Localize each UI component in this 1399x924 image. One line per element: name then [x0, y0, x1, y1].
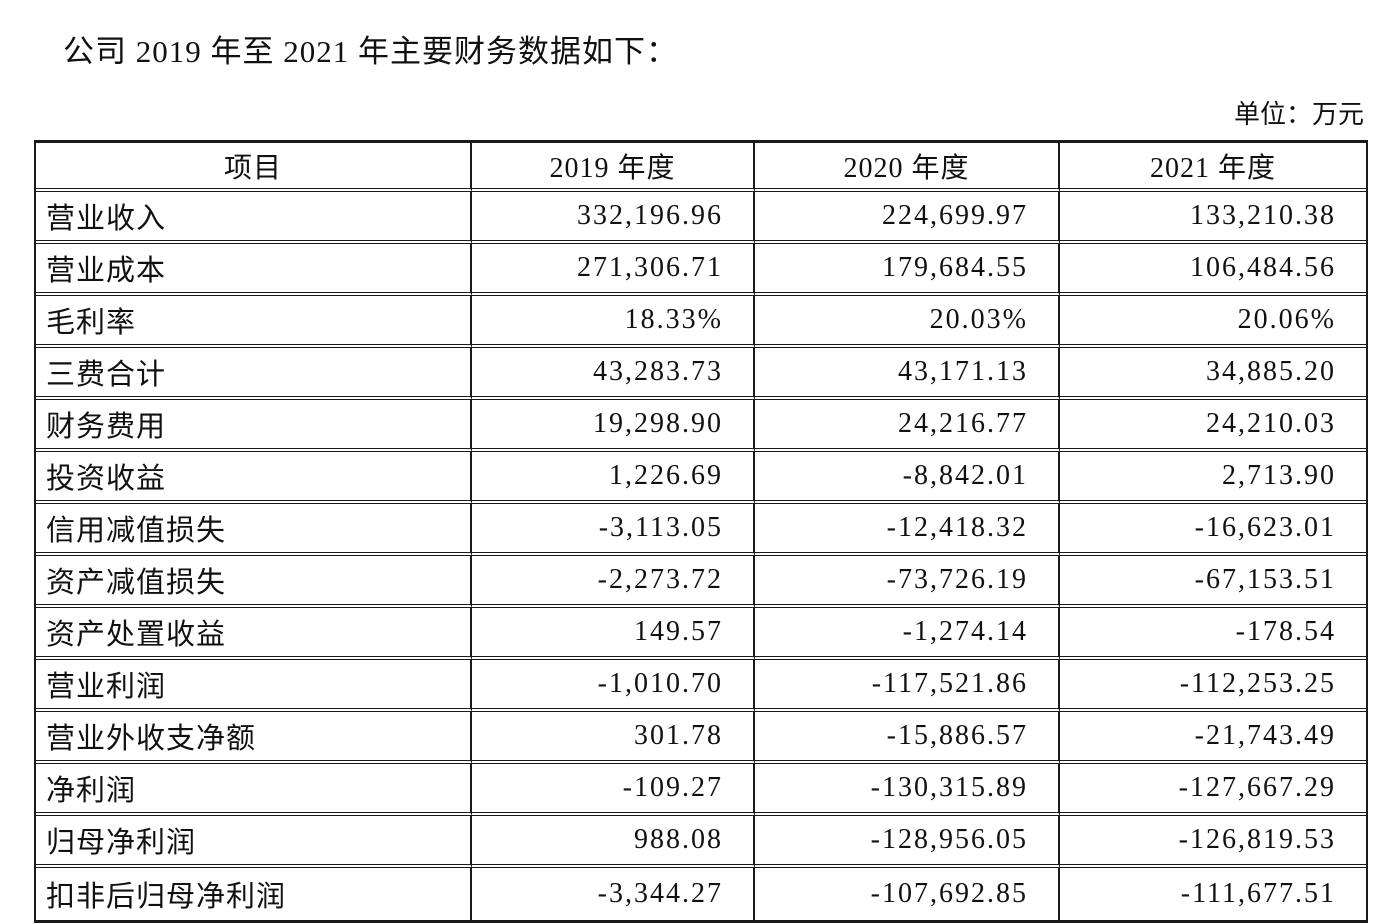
row-value-cell: 1,226.69 [472, 452, 755, 504]
table-body: 营业收入 332,196.96 224,699.97 133,210.38 营业成本 27… [36, 192, 1366, 920]
row-value-cell: -109.27 [472, 764, 755, 816]
row-value-cell: 301.78 [472, 712, 755, 764]
row-value-cell: -127,667.29 [1060, 764, 1366, 816]
row-item-label: 营业成本 [36, 244, 472, 296]
unit-label: 单位：万元 [1233, 100, 1364, 129]
column-header-2020: 2020 年度 [755, 143, 1060, 192]
row-item-label: 扣非后归母净利润 [36, 868, 472, 920]
row-value-cell: -15,886.57 [755, 712, 1060, 764]
row-item-label: 营业外收支净额 [36, 712, 472, 764]
row-value-cell: -117,521.86 [755, 660, 1060, 712]
row-value-cell: 34,885.20 [1060, 348, 1366, 400]
row-item-label: 信用减值损失 [36, 504, 472, 556]
row-value-cell: 43,283.73 [472, 348, 755, 400]
row-item-label: 三费合计 [36, 348, 472, 400]
row-value-cell: -107,692.85 [755, 868, 1060, 920]
column-header-2019: 2019 年度 [472, 143, 755, 192]
row-value-cell: -111,677.51 [1180, 878, 1336, 909]
row-value-cell: 106,484.56 [1060, 244, 1366, 296]
row-item-label: 营业利润 [36, 660, 472, 712]
row-item-label: 归母净利润 [36, 816, 472, 868]
row-value-cell: 19,298.90 [472, 400, 755, 452]
table-row: 归母净利润 988.08 -128,956.05 -126,819.53 [36, 816, 1366, 868]
row-value-cell: -67,153.51 [1060, 556, 1366, 608]
row-value-cell: 332,196.96 [472, 192, 755, 244]
row-value-cell: -130,315.89 [755, 764, 1060, 816]
row-value-cell: 271,306.71 [472, 244, 755, 296]
page-title: 公司 2019 年至 2021 年主要财务数据如下： [63, 34, 678, 69]
row-value-cell: -8,842.01 [755, 452, 1060, 504]
financial-data-table: 项目 2019 年度 2020 年度 2021 年度 营业收入 332,196.9… [34, 140, 1368, 923]
row-value-cell: 133,210.38 [1060, 192, 1366, 244]
table-row: 毛利率 18.33% 20.03% 20.06% [36, 296, 1366, 348]
row-value-cell: -3,113.05 [472, 504, 755, 556]
row-value-cell: 24,210.03 [1060, 400, 1366, 452]
row-value-cell: -178.54 [1060, 608, 1366, 660]
row-value-cell: -16,623.01 [1060, 504, 1366, 556]
row-value-cell: 43,171.13 [755, 348, 1060, 400]
row-value-cell: 988.08 [472, 816, 755, 868]
column-header-item: 项目 [36, 143, 472, 192]
table-row: 扣非后归母净利润 -3,344.27 -107,692.85 -111,677.51 [36, 868, 1366, 920]
row-item-label: 资产减值损失 [36, 556, 472, 608]
row-value-cell: -12,418.32 [755, 504, 1060, 556]
row-value-cell: 224,699.97 [755, 192, 1060, 244]
row-value-cell: 149.57 [472, 608, 755, 660]
row-item-label: 净利润 [36, 764, 472, 816]
table-row: 信用减值损失 -3,113.05 -12,418.32 -16,623.01 [36, 504, 1366, 556]
row-value-cell: 2,713.90 [1060, 452, 1366, 504]
row-value-cell: -1,274.14 [755, 608, 1060, 660]
row-item-label: 投资收益 [36, 452, 472, 504]
row-value-cell: 179,684.55 [755, 244, 1060, 296]
row-value-cell: 24,216.77 [755, 400, 1060, 452]
row-value-cell: -3,344.27 [472, 868, 755, 920]
table-row: 投资收益 1,226.69 -8,842.01 2,713.90 [36, 452, 1366, 504]
row-value-cell: -21,743.49 [1060, 712, 1366, 764]
row-value-cell: 20.06% [1060, 296, 1366, 348]
row-value-cell: -73,726.19 [755, 556, 1060, 608]
table-row: 三费合计 43,283.73 43,171.13 34,885.20 [36, 348, 1366, 400]
table-row: 营业利润 -1,010.70 -117,521.86 -112,253.25 [36, 660, 1366, 712]
table-header: 项目 2019 年度 2020 年度 2021 年度 [36, 143, 1366, 192]
table-row: 营业收入 332,196.96 224,699.97 133,210.38 [36, 192, 1366, 244]
row-value-cell: 20.03% [755, 296, 1060, 348]
row-value-cell: -112,253.25 [1060, 660, 1366, 712]
row-value-cell: -1,010.70 [472, 660, 755, 712]
row-item-label: 毛利率 [36, 296, 472, 348]
table-row: 财务费用 19,298.90 24,216.77 24,210.03 [36, 400, 1366, 452]
table-row: 净利润 -109.27 -130,315.89 -127,667.29 [36, 764, 1366, 816]
table-row: 资产减值损失 -2,273.72 -73,726.19 -67,153.51 [36, 556, 1366, 608]
table-row: 营业外收支净额 301.78 -15,886.57 -21,743.49 [36, 712, 1366, 764]
table-row: 资产处置收益 149.57 -1,274.14 -178.54 [36, 608, 1366, 660]
row-value-cell: -128,956.05 [755, 816, 1060, 868]
header-row: 项目 2019 年度 2020 年度 2021 年度 [36, 143, 1366, 192]
row-item-label: 资产处置收益 [36, 608, 472, 660]
table-row: 营业成本 271,306.71 179,684.55 106,484.56 [36, 244, 1366, 296]
row-value-cell: -126,819.53 [1060, 816, 1366, 868]
row-item-label: 营业收入 [36, 192, 472, 244]
row-value-cell: 18.33% [472, 296, 755, 348]
column-header-2021: 2021 年度 [1060, 143, 1366, 192]
row-item-label: 财务费用 [36, 400, 472, 452]
row-value-cell: -2,273.72 [472, 556, 755, 608]
